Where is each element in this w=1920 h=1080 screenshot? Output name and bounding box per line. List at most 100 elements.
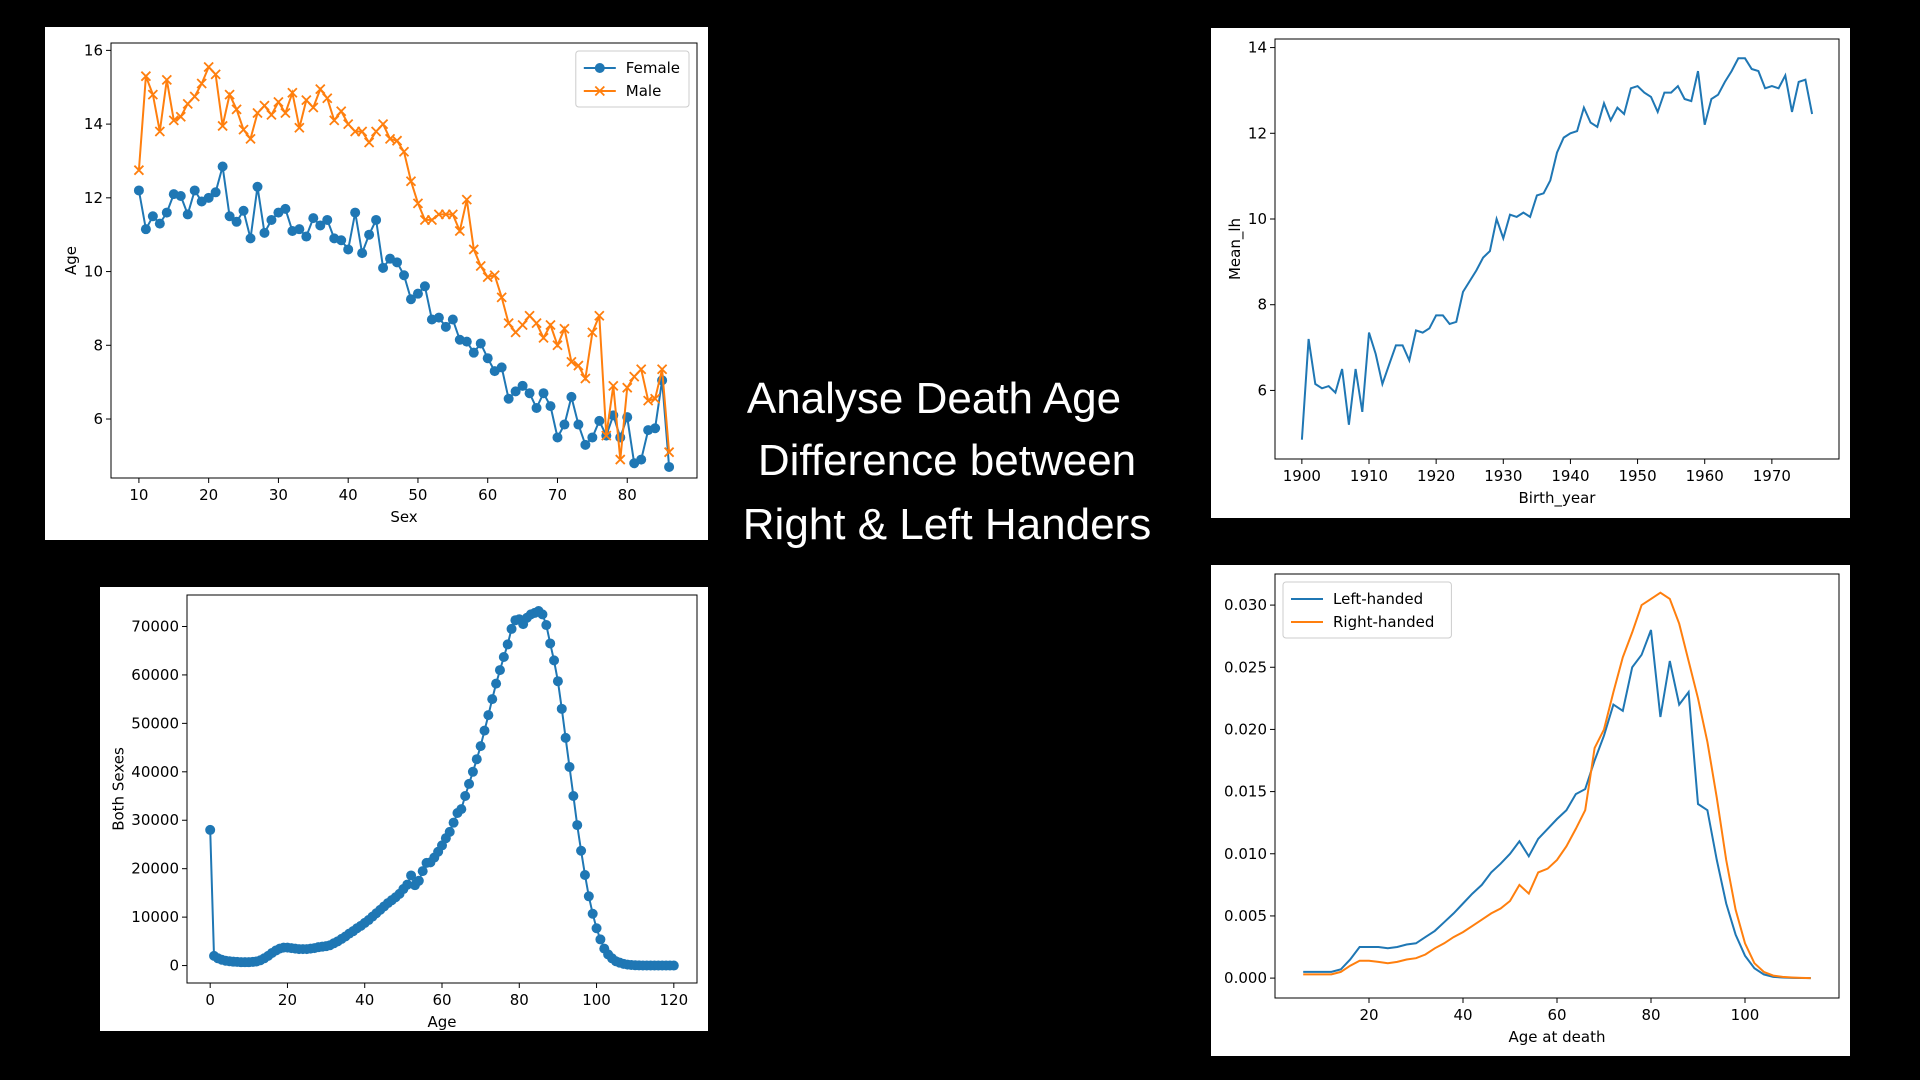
y-tick-label: 40000 xyxy=(131,763,179,781)
legend-box xyxy=(575,50,690,108)
y-tick-label: 0.015 xyxy=(1224,783,1267,801)
data-point xyxy=(579,869,590,880)
chart-panel xyxy=(1211,565,1850,1056)
y-tick-label: 10000 xyxy=(131,908,179,926)
legend-label: Left-handed xyxy=(1333,590,1423,608)
x-tick-label: 1940 xyxy=(1551,467,1589,485)
data-point xyxy=(601,430,612,441)
y-tick-label: 30000 xyxy=(131,811,179,829)
data-point xyxy=(487,694,498,705)
data-point xyxy=(322,93,333,104)
data-point xyxy=(498,652,509,663)
data-point xyxy=(405,294,416,305)
legend-box xyxy=(1282,581,1452,639)
x-tick-label: 60 xyxy=(478,486,497,504)
data-point xyxy=(426,214,438,226)
data-point xyxy=(168,115,179,126)
data-point xyxy=(549,655,560,666)
data-point xyxy=(552,676,563,687)
data-point xyxy=(357,126,368,137)
x-tick-label: 100 xyxy=(1731,1006,1760,1024)
data-point xyxy=(545,638,556,649)
y-tick-label: 60000 xyxy=(131,666,179,684)
data-point xyxy=(568,791,579,802)
x-tick-label: 20 xyxy=(1359,1006,1378,1024)
data-point xyxy=(350,207,361,218)
series-line xyxy=(1300,57,1814,440)
x-tick-label: 1920 xyxy=(1417,467,1455,485)
data-point xyxy=(595,934,606,945)
data-point xyxy=(566,391,577,402)
legend-marker xyxy=(594,63,605,73)
y-tick-label: 0.005 xyxy=(1224,907,1267,925)
data-point xyxy=(502,639,513,650)
y-tick-label: 8 xyxy=(1257,296,1267,314)
data-point xyxy=(573,360,584,371)
data-point xyxy=(217,161,228,172)
data-point xyxy=(147,211,158,222)
data-point xyxy=(650,423,661,434)
data-point xyxy=(580,439,591,450)
data-point xyxy=(154,218,165,229)
data-point xyxy=(668,960,679,971)
data-point xyxy=(175,111,186,122)
data-point xyxy=(294,122,305,133)
data-point xyxy=(559,419,570,430)
x-tick-label: 1930 xyxy=(1484,467,1522,485)
data-point xyxy=(315,83,326,95)
data-point xyxy=(572,820,583,831)
data-point xyxy=(475,741,486,752)
data-point xyxy=(140,71,152,82)
x-axis-label: Birth_year xyxy=(1519,489,1597,508)
data-point xyxy=(196,78,207,89)
chart-panel xyxy=(1211,28,1850,518)
data-point xyxy=(343,244,354,255)
data-point xyxy=(175,190,186,201)
data-point xyxy=(636,364,647,375)
y-axis-label: Both Sexes xyxy=(110,747,128,831)
data-point xyxy=(140,224,151,235)
x-tick-label: 100 xyxy=(582,991,611,1009)
data-point xyxy=(464,778,475,789)
data-point xyxy=(524,388,535,399)
data-point xyxy=(133,165,145,176)
y-tick-label: 10 xyxy=(84,263,103,281)
data-point xyxy=(259,100,270,111)
data-point xyxy=(444,826,455,837)
data-point xyxy=(308,213,319,224)
data-point xyxy=(398,146,410,157)
data-point xyxy=(405,176,417,187)
data-point xyxy=(460,791,471,802)
data-point xyxy=(538,332,549,344)
data-point xyxy=(566,356,577,368)
data-point xyxy=(491,678,502,689)
data-point xyxy=(494,665,505,676)
y-tick-label: 50000 xyxy=(131,714,179,732)
slide-title: Right & Left Handers xyxy=(743,500,1151,549)
x-tick-label: 1970 xyxy=(1753,467,1791,485)
y-tick-label: 12 xyxy=(84,189,103,207)
data-point xyxy=(433,312,444,323)
x-tick-label: 30 xyxy=(269,486,288,504)
y-tick-label: 12 xyxy=(1248,124,1267,142)
data-point xyxy=(301,231,312,242)
x-tick-label: 20 xyxy=(278,991,297,1009)
x-tick-label: 60 xyxy=(1547,1006,1566,1024)
data-point xyxy=(391,135,403,146)
data-point xyxy=(322,214,333,225)
data-point xyxy=(468,347,479,358)
data-point xyxy=(552,340,563,351)
data-point xyxy=(461,194,472,205)
x-axis-label: Sex xyxy=(390,508,417,526)
data-point xyxy=(517,380,528,391)
data-point xyxy=(315,220,326,231)
data-point xyxy=(475,338,486,349)
y-tick-label: 8 xyxy=(93,336,103,354)
data-point xyxy=(587,327,598,338)
y-tick-label: 0.000 xyxy=(1224,969,1267,987)
data-point xyxy=(594,415,605,426)
x-tick-label: 1950 xyxy=(1618,467,1656,485)
data-point xyxy=(147,89,158,100)
data-point xyxy=(456,804,467,815)
data-point xyxy=(608,380,619,391)
